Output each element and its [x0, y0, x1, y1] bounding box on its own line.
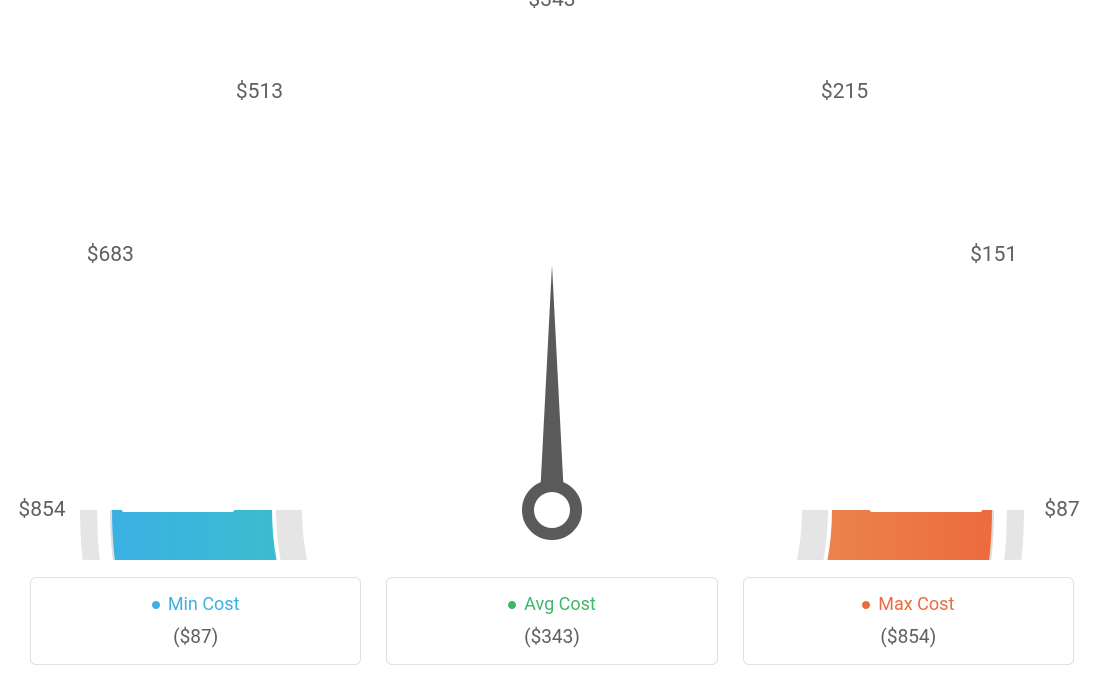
gauge-area: $87 $151 $215 $343 $513 $683 $854	[0, 0, 1104, 560]
gauge-tick-label: $343	[528, 0, 575, 12]
gauge-tick-label: $215	[821, 80, 868, 104]
cost-gauge-chart: $87 $151 $215 $343 $513 $683 $854 Min Cost ($8…	[0, 0, 1104, 690]
max-cost-dot	[862, 601, 870, 609]
avg-cost-dot	[508, 601, 516, 609]
max-cost-label: Max Cost	[878, 594, 954, 615]
gauge-tick-label: $151	[970, 243, 1017, 267]
max-cost-card: Max Cost ($854)	[743, 577, 1074, 666]
gauge-tick-label: $683	[87, 243, 134, 267]
summary-cards: Min Cost ($87) Avg Cost ($343) Max Cost …	[30, 577, 1074, 666]
avg-cost-card: Avg Cost ($343)	[386, 577, 717, 666]
min-cost-dot	[152, 601, 160, 609]
gauge-tick-label: $87	[1044, 498, 1079, 522]
min-cost-value: ($87)	[41, 625, 350, 648]
gauge-svg	[0, 0, 1104, 560]
min-cost-label: Min Cost	[168, 594, 240, 615]
avg-cost-label: Avg Cost	[524, 594, 596, 615]
min-cost-card: Min Cost ($87)	[30, 577, 361, 666]
max-cost-value: ($854)	[754, 625, 1063, 648]
avg-cost-title: Avg Cost	[508, 594, 596, 615]
min-cost-title: Min Cost	[152, 594, 240, 615]
gauge-tick-label: $854	[18, 498, 65, 522]
max-cost-title: Max Cost	[862, 594, 954, 615]
avg-cost-value: ($343)	[397, 625, 706, 648]
gauge-tick-label: $513	[236, 80, 283, 104]
